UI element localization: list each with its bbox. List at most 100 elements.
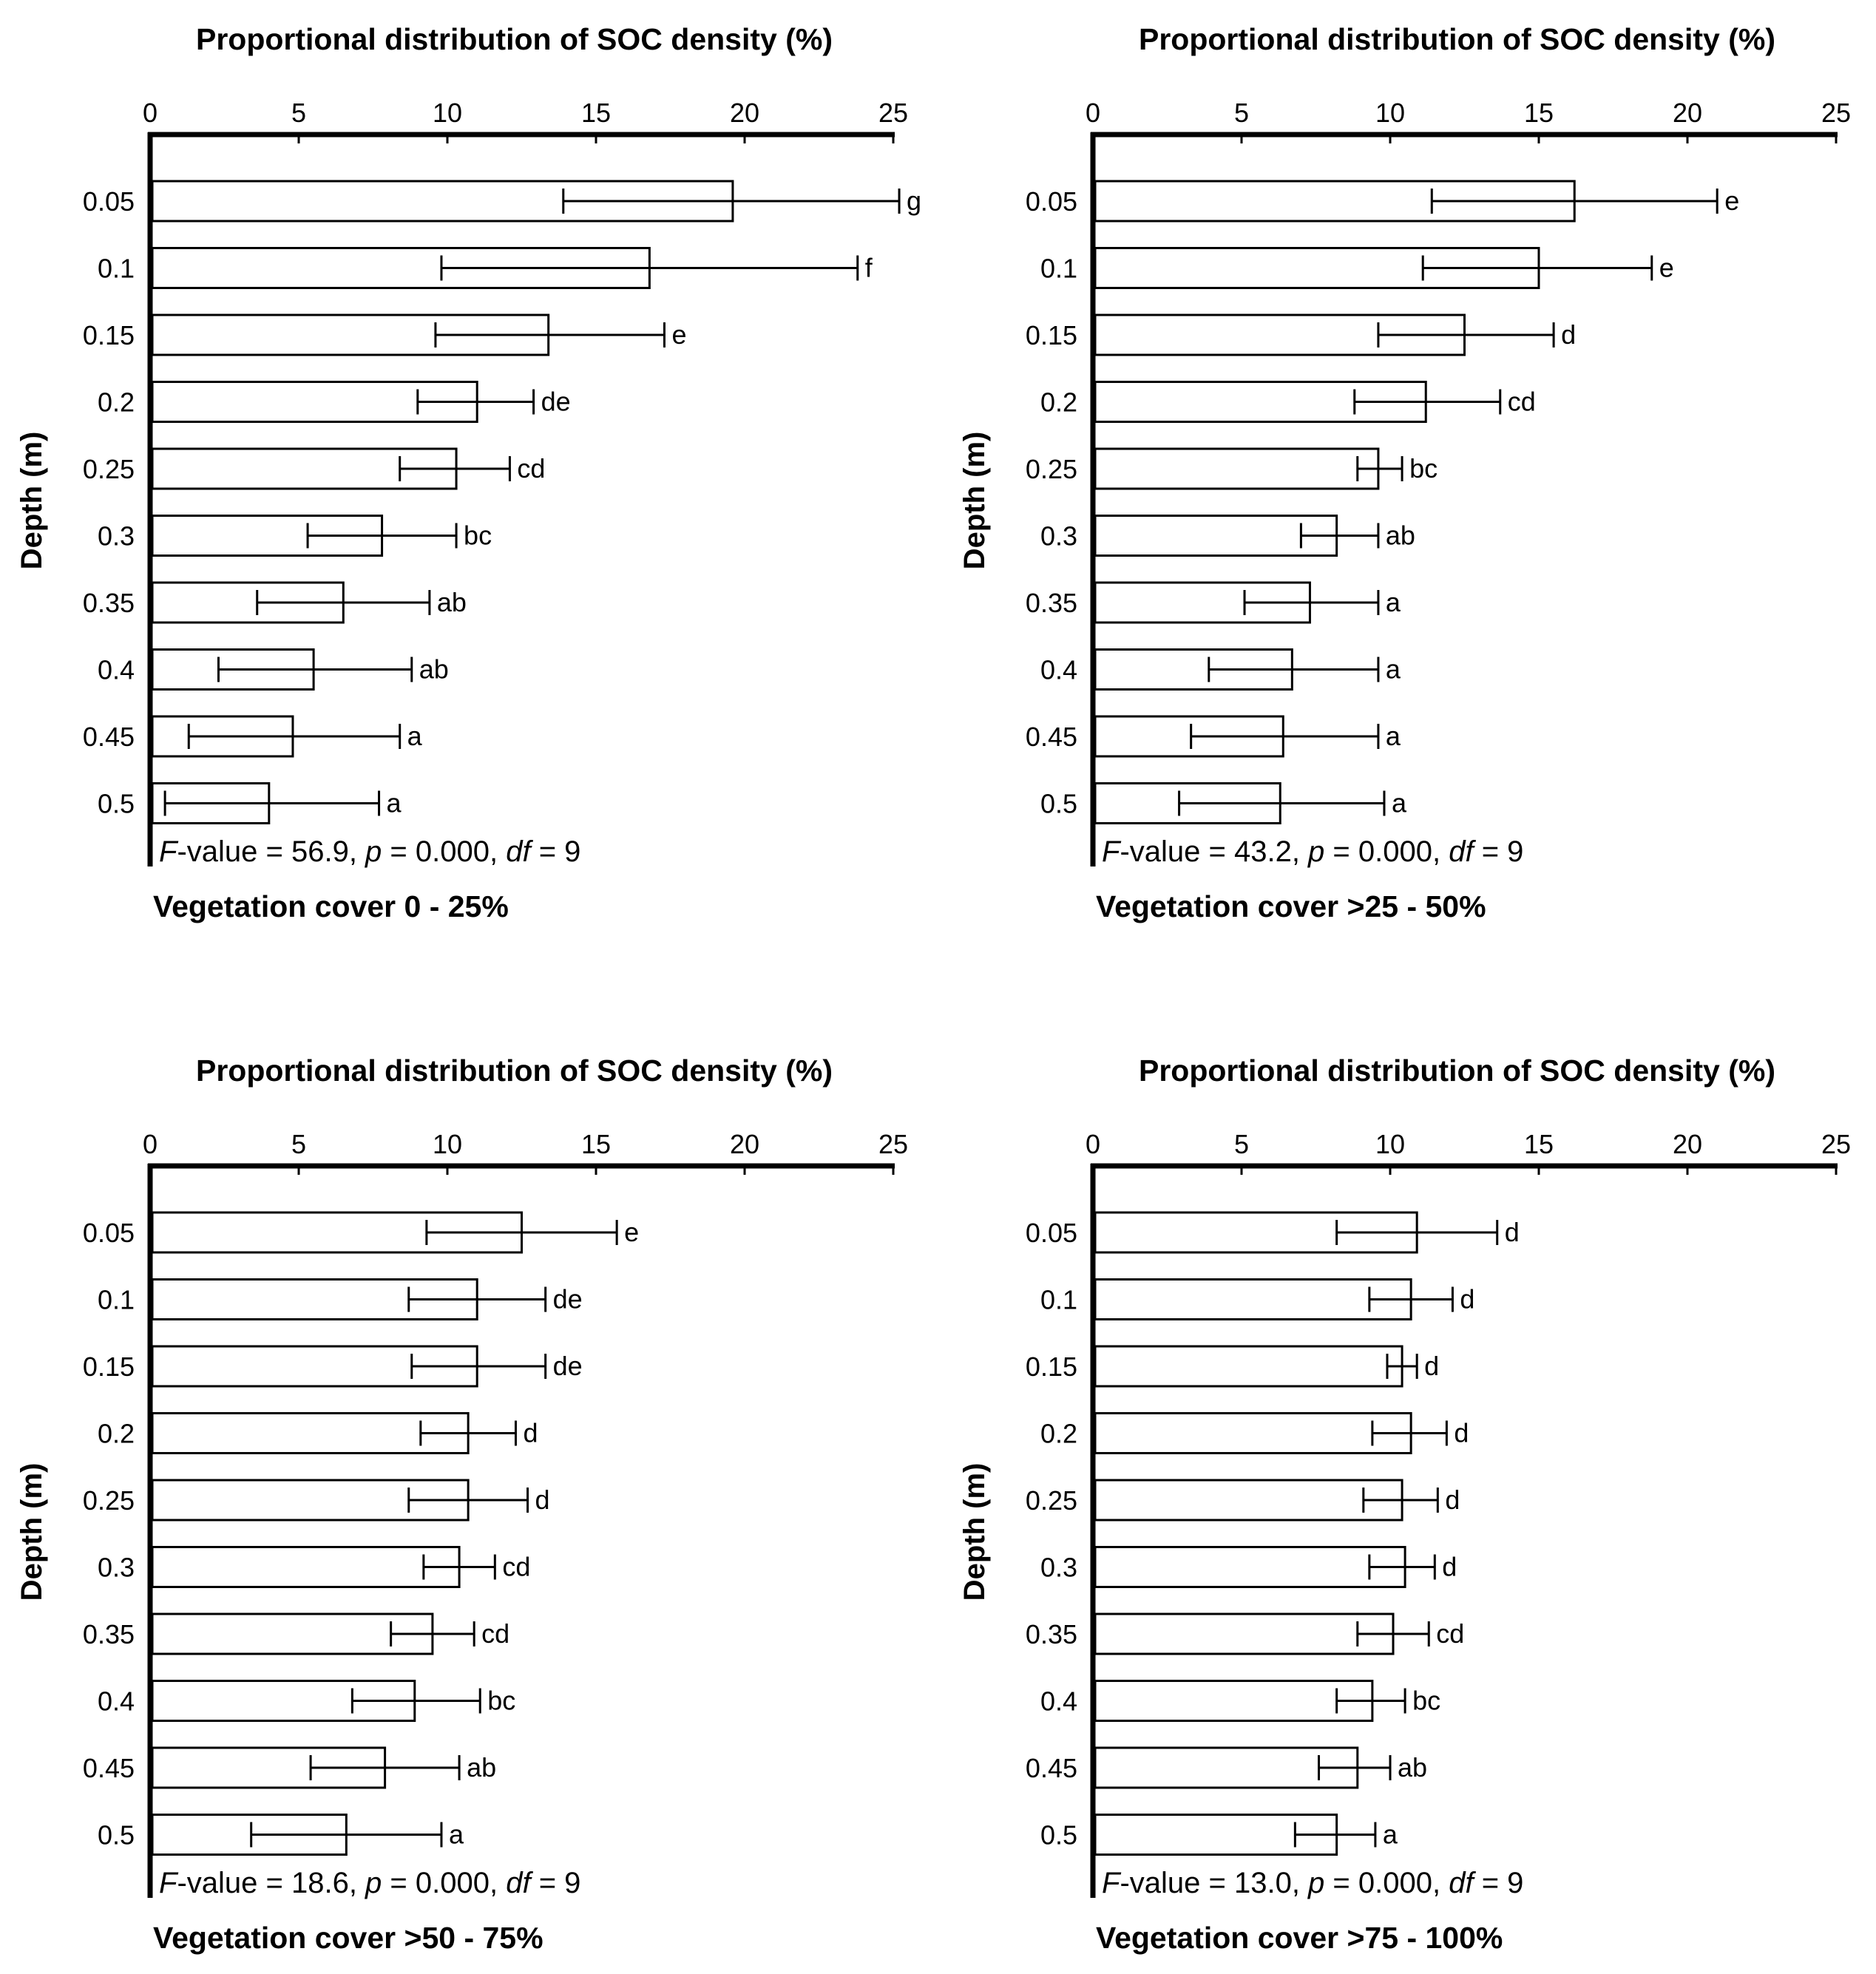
chart-3-significance-label: a: [449, 1819, 464, 1850]
chart-3-ytick-label: 0.3: [98, 1553, 135, 1583]
chart-4-stats-f-rest: -value = 13.0,: [1120, 1867, 1308, 1899]
chart-1-significance-label: g: [907, 186, 921, 216]
chart-1-ylabel: Depth (m): [16, 432, 48, 570]
chart-2-significance-label: cd: [1508, 387, 1536, 417]
chart-1-significance-label: cd: [517, 453, 545, 484]
chart-4-xtick-label: 15: [1524, 1129, 1554, 1159]
chart-1-panel-label: Vegetation cover 0 - 25%: [153, 889, 509, 923]
chart-3-xtick-label: 0: [143, 1129, 158, 1159]
chart-3-stats-df-label: df: [506, 1867, 533, 1899]
chart-2-ytick-label: 0.45: [1026, 722, 1077, 752]
chart-3-bar: [151, 1546, 461, 1588]
chart-4-significance-label: cd: [1436, 1618, 1464, 1649]
chart-2-stats: F-value = 43.2, p = 0.000, df = 9: [1102, 835, 1523, 868]
chart-4-ytick-label: 0.25: [1026, 1485, 1077, 1516]
chart-3-xtick-label: 10: [433, 1129, 462, 1159]
chart-1-stats-df-rest: = 9: [531, 835, 581, 868]
chart-4-stats-f-label: F: [1102, 1867, 1122, 1899]
chart-1-ytick-label: 0.25: [83, 454, 135, 484]
chart-3-ytick-label: 0.2: [98, 1419, 135, 1449]
chart-3-stats-p-rest: = 0.000,: [382, 1867, 506, 1899]
chart-2-stats-f-label: F: [1102, 835, 1122, 868]
chart-4-ytick-label: 0.5: [1040, 1820, 1077, 1851]
chart-3-xtick-label: 20: [730, 1129, 759, 1159]
chart-2-ytick-label: 0.2: [1040, 387, 1077, 418]
chart-2-significance-label: bc: [1409, 453, 1438, 484]
chart-2-significance-label: a: [1392, 788, 1407, 818]
chart-4-ytick-label: 0.1: [1040, 1285, 1077, 1315]
chart-3-bar: [151, 1612, 434, 1655]
chart-1-ytick-label: 0.1: [98, 254, 135, 284]
chart-1-significance-label: a: [407, 721, 423, 751]
chart-1-ytick-label: 0.4: [98, 655, 135, 685]
chart-2-ytick-label: 0.25: [1026, 454, 1077, 484]
chart-2-xtick-label: 15: [1524, 98, 1554, 128]
chart-1-ytick-label: 0.15: [83, 320, 135, 350]
chart-1-significance-label: bc: [464, 520, 492, 551]
chart-1-xtick-label: 10: [433, 98, 462, 128]
chart-2-stats-df-label: df: [1449, 835, 1476, 868]
chart-4-ytick-label: 0.4: [1040, 1686, 1077, 1717]
chart-4-panel-label: Vegetation cover >75 - 100%: [1096, 1921, 1503, 1955]
chart-4-ylabel: Depth (m): [958, 1463, 991, 1601]
chart-1-significance-label: ab: [437, 587, 467, 617]
chart-2-ytick-label: 0.15: [1026, 320, 1077, 350]
chart-4: Proportional distribution of SOC density…: [958, 1054, 1851, 1955]
chart-2-ytick-label: 0.4: [1040, 655, 1077, 685]
chart-3-xtick-label: 25: [878, 1129, 908, 1159]
chart-4-bar: [1094, 1680, 1374, 1722]
chart-1-xtick-label: 15: [581, 98, 611, 128]
chart-4-bar: [1094, 1278, 1412, 1320]
chart-2-significance-label: d: [1561, 319, 1576, 350]
chart-4-title: Proportional distribution of SOC density…: [1139, 1054, 1775, 1088]
chart-4-bar: [1094, 1412, 1412, 1454]
chart-3-ytick-label: 0.1: [98, 1285, 135, 1315]
chart-1-stats-f-rest: -value = 56.9,: [177, 835, 365, 868]
chart-2-xtick-label: 25: [1821, 98, 1851, 128]
chart-3-bar: [151, 1412, 470, 1454]
chart-3-ytick-label: 0.15: [83, 1351, 135, 1382]
chart-4-xtick-label: 5: [1234, 1129, 1249, 1159]
chart-2-stats-p-rest: = 0.000,: [1324, 835, 1449, 868]
chart-3-stats: F-value = 18.6, p = 0.000, df = 9: [159, 1867, 580, 1899]
chart-3-panel-label: Vegetation cover >50 - 75%: [153, 1921, 544, 1955]
chart-3-stats-f-rest: -value = 18.6,: [177, 1867, 365, 1899]
chart-1-xtick-label: 25: [878, 98, 908, 128]
chart-2-xtick-label: 20: [1673, 98, 1702, 128]
chart-2-ytick-label: 0.1: [1040, 254, 1077, 284]
chart-2-significance-label: a: [1386, 587, 1401, 617]
chart-1-ytick-label: 0.45: [83, 722, 135, 752]
chart-4-xtick-label: 20: [1673, 1129, 1702, 1159]
chart-3-significance-label: cd: [481, 1618, 509, 1649]
chart-4-ytick-label: 0.2: [1040, 1419, 1077, 1449]
chart-3-ylabel: Depth (m): [16, 1463, 48, 1601]
chart-2-xtick-label: 10: [1375, 98, 1405, 128]
chart-4-significance-label: d: [1454, 1418, 1469, 1448]
chart-3-significance-label: d: [535, 1485, 550, 1515]
chart-1-significance-label: de: [541, 387, 571, 417]
chart-2-ytick-label: 0.3: [1040, 521, 1077, 552]
chart-1-ytick-label: 0.3: [98, 521, 135, 552]
chart-4-stats-df-label: df: [1449, 1867, 1476, 1899]
chart-1-significance-label: e: [671, 319, 686, 350]
chart-4-xtick-label: 10: [1375, 1129, 1405, 1159]
chart-4-xtick-label: 25: [1821, 1129, 1851, 1159]
chart-4-bar: [1094, 1345, 1403, 1388]
chart-2-bar: [1094, 447, 1380, 490]
chart-3-stats-f-label: F: [159, 1867, 179, 1899]
chart-2-bar: [1094, 515, 1338, 557]
chart-3-significance-label: ab: [467, 1752, 496, 1783]
chart-4-stats: F-value = 13.0, p = 0.000, df = 9: [1102, 1867, 1523, 1899]
chart-2-ylabel: Depth (m): [958, 432, 991, 570]
chart-3-ytick-label: 0.05: [83, 1218, 135, 1248]
chart-3-ytick-label: 0.25: [83, 1485, 135, 1516]
chart-4-ytick-label: 0.3: [1040, 1553, 1077, 1583]
chart-3-significance-label: d: [523, 1418, 538, 1448]
chart-4-significance-label: d: [1445, 1485, 1460, 1515]
chart-1-ytick-label: 0.05: [83, 186, 135, 217]
chart-3-stats-df-rest: = 9: [531, 1867, 581, 1899]
chart-3-significance-label: de: [553, 1351, 583, 1381]
chart-3-ytick-label: 0.5: [98, 1820, 135, 1851]
chart-3-significance-label: bc: [487, 1686, 515, 1716]
chart-4-ytick-label: 0.35: [1026, 1619, 1077, 1649]
